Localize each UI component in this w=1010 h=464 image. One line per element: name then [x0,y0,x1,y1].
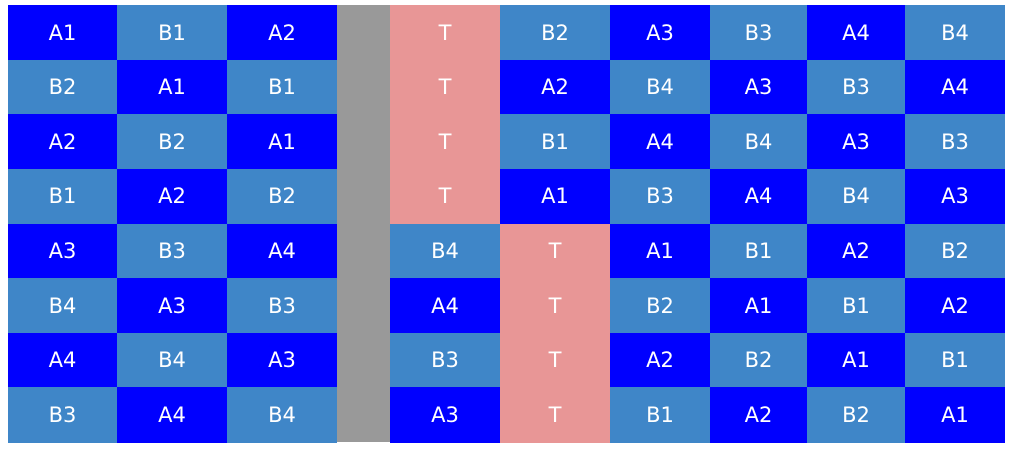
cell-a-a3: A3 [610,5,710,61]
cell-b-b2: B2 [227,168,337,224]
cell-a-a2: A2 [500,59,610,115]
cell-a-a2: A2 [227,5,337,61]
cell-a-a1: A1 [500,168,610,224]
cell-a-a1: A1 [8,5,117,61]
cell-t-t: T [500,278,610,334]
cell-a-a3: A3 [807,114,905,170]
cell-b-b4: B4 [807,168,905,224]
cell-b-b1: B1 [807,278,905,334]
cell-b-b1: B1 [610,387,710,443]
cell-a-a1: A1 [905,387,1005,443]
cell-a-a3: A3 [905,168,1005,224]
cell-a-a4: A4 [8,332,117,388]
cell-b-b4: B4 [8,278,117,334]
cell-a-a4: A4 [710,168,807,224]
cell-b-b4: B4 [117,332,227,388]
cell-b-b1: B1 [500,114,610,170]
cell-a-a3: A3 [390,387,500,443]
cell-b-b1: B1 [905,332,1005,388]
cell-a-a3: A3 [227,332,337,388]
cell-b-b3: B3 [8,387,117,443]
cell-b-b3: B3 [117,223,227,279]
cell-b-b2: B2 [8,59,117,115]
cell-b-b2: B2 [905,223,1005,279]
cell-a-a1: A1 [710,278,807,334]
cell-b-b3: B3 [390,332,500,388]
cell-b-b4: B4 [710,114,807,170]
cell-b-b4: B4 [227,387,337,443]
cell-a-a2: A2 [807,223,905,279]
cell-a-a2: A2 [610,332,710,388]
cell-a-a1: A1 [610,223,710,279]
cell-b-b4: B4 [610,59,710,115]
cell-a-a3: A3 [117,278,227,334]
cell-a-a1: A1 [227,114,337,170]
cell-b-b2: B2 [710,332,807,388]
cell-a-a3: A3 [8,223,117,279]
cell-b-b3: B3 [905,114,1005,170]
cell-a-a1: A1 [117,59,227,115]
cell-t-t: T [500,332,610,388]
cell-b-b4: B4 [905,5,1005,61]
cell-b-b2: B2 [610,278,710,334]
cell-a-a4: A4 [117,387,227,443]
cell-t-t: T [390,59,500,115]
cell-b-b3: B3 [710,5,807,61]
cell-b-b3: B3 [807,59,905,115]
cell-b-b2: B2 [117,114,227,170]
cell-a-a4: A4 [807,5,905,61]
cell-t-t: T [390,5,500,61]
cell-t-t: T [500,387,610,443]
cell-t-t: T [390,168,500,224]
cell-a-a2: A2 [905,278,1005,334]
gap-column [337,5,390,442]
cell-a-a4: A4 [390,278,500,334]
cell-b-b1: B1 [710,223,807,279]
cell-b-b4: B4 [390,223,500,279]
cell-a-a2: A2 [710,387,807,443]
cell-a-a4: A4 [905,59,1005,115]
cell-b-b1: B1 [8,168,117,224]
cell-a-a3: A3 [710,59,807,115]
cell-b-b2: B2 [807,387,905,443]
cell-b-b3: B3 [227,278,337,334]
cell-a-a4: A4 [610,114,710,170]
cell-t-t: T [390,114,500,170]
cell-a-a2: A2 [117,168,227,224]
cell-b-b1: B1 [117,5,227,61]
cell-b-b3: B3 [610,168,710,224]
cell-t-t: T [500,223,610,279]
cell-b-b1: B1 [227,59,337,115]
cell-a-a4: A4 [227,223,337,279]
cell-a-a2: A2 [8,114,117,170]
cell-b-b2: B2 [500,5,610,61]
cell-a-a1: A1 [807,332,905,388]
